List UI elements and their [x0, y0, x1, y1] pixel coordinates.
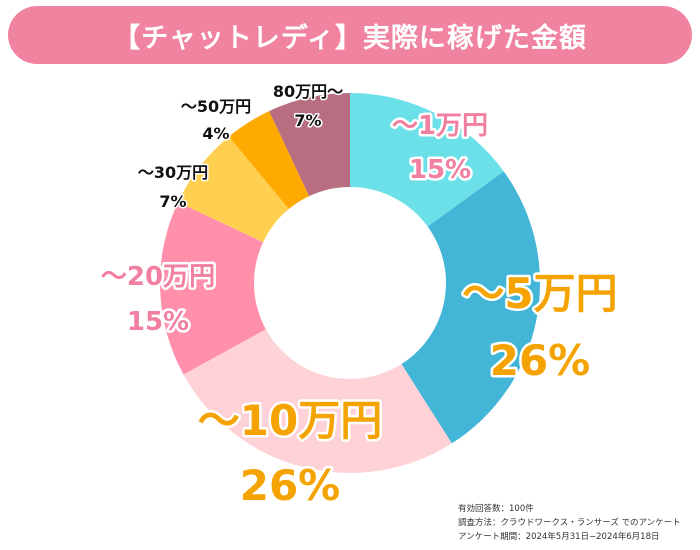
pie-slice: [269, 93, 350, 197]
slice-label: 80万円～: [273, 82, 343, 101]
pie-slice: [401, 171, 540, 444]
footnote-period: アンケート期間：2024年5月31日−2024年6月18日: [458, 532, 660, 542]
pie-slice: [178, 136, 289, 243]
footnote: 有効回答数：100件 調査方法：クラウドワークス・ランサーズ でのアンケート ア…: [458, 502, 694, 544]
slice-percent-label: 15%: [127, 307, 189, 337]
slice-percent-label: 26%: [490, 336, 591, 385]
pie-slice: [350, 93, 504, 227]
pie-slice: [159, 202, 266, 375]
pie-slice: [183, 329, 452, 474]
footnote-method: 調査方法：クラウドワークス・ランサーズ でのアンケート: [458, 518, 681, 528]
slice-label: ～1万円: [392, 111, 488, 141]
slice-percent-label: 26%: [240, 461, 341, 510]
footnote-responses: 有効回答数：100件: [458, 504, 534, 514]
slice-percent-label: 7%: [294, 111, 321, 130]
title-banner: 【チャットレディ】実際に稼げた金額: [8, 6, 692, 64]
slice-percent-label: 15%: [409, 155, 471, 185]
slice-label: ～20万円: [101, 262, 215, 292]
slice-percent-label: 4%: [202, 124, 229, 143]
slice-label: ～10万円: [198, 396, 382, 445]
chart-title: 【チャットレディ】実際に稼げた金額: [113, 22, 587, 54]
slice-label: ～5万円: [462, 269, 617, 318]
slice-label: ～50万円: [181, 97, 251, 116]
pie-slice: [228, 111, 310, 210]
slice-label: ～30万円: [138, 163, 208, 182]
slice-percent-label: 7%: [159, 192, 186, 211]
